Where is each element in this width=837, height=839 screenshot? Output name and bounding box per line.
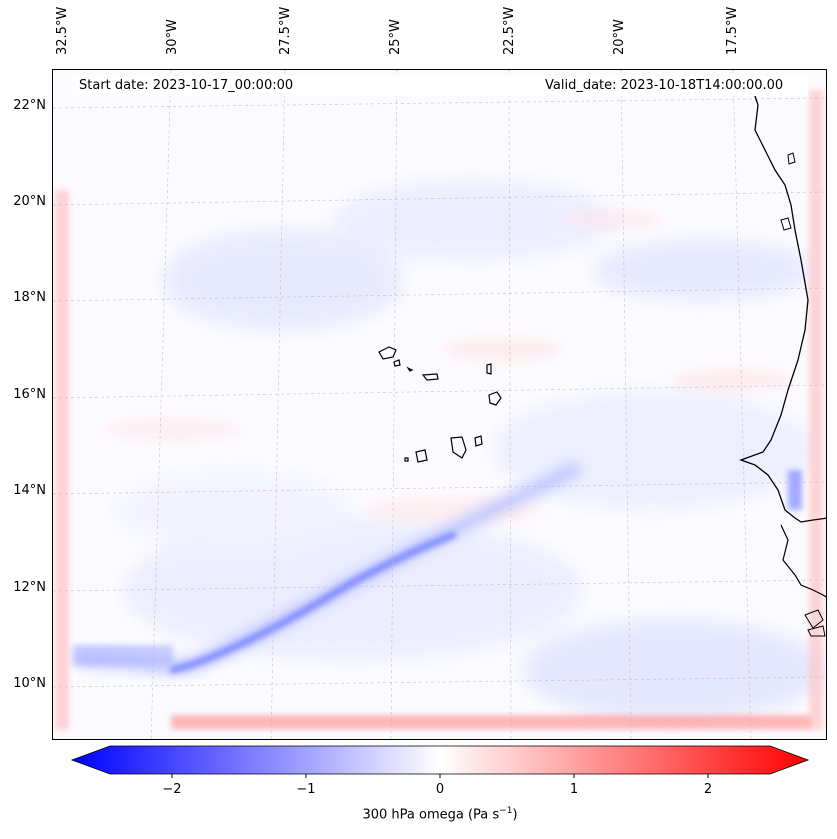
- valid-date-label: Valid_date: 2023-10-18T14:00:00.00: [545, 78, 784, 93]
- start-date-label: Start date: 2023-10-17_00:00:00: [79, 78, 294, 93]
- lat-label-12n: 12°N: [13, 580, 46, 595]
- colorbar-title-suffix: ): [512, 807, 518, 823]
- cape-verde-islands: [378, 346, 502, 463]
- lon-label-20w: 20°W: [612, 19, 627, 55]
- lon-label-30w: 30°W: [165, 19, 180, 55]
- coastline-south: [780, 524, 826, 598]
- lat-label-16n: 16°N: [13, 387, 46, 402]
- cb-tick-label-neg1: −1: [296, 782, 316, 797]
- lon-label-25w: 25°W: [388, 19, 403, 55]
- lat-label-10n: 10°N: [13, 676, 46, 691]
- cb-tick-label-neg2: −2: [162, 782, 182, 797]
- map-panel[interactable]: [52, 69, 827, 740]
- lon-label-17-5w: 17.5°W: [725, 6, 740, 55]
- lon-label-32-5w: 32.5°W: [55, 6, 70, 55]
- header-box: [72, 76, 808, 96]
- cb-tick-label-0: 0: [435, 782, 445, 797]
- blue-band-core: [169, 531, 457, 674]
- lon-label-27-5w: 27.5°W: [278, 6, 293, 55]
- colorbar-title: 300 hPa omega (Pa s−1): [0, 806, 837, 822]
- cb-tick-label-1: 1: [569, 782, 579, 797]
- colorbar-title-exp: −1: [499, 806, 513, 816]
- coastline: [739, 89, 826, 523]
- lat-label-20n: 20°N: [13, 194, 46, 209]
- lon-label-22-5w: 22.5°W: [502, 6, 517, 55]
- omega-field: [53, 70, 826, 739]
- lat-label-22n: 22°N: [13, 98, 46, 113]
- graticule: [53, 70, 826, 739]
- colorbar: [70, 745, 810, 778]
- lat-label-18n: 18°N: [13, 290, 46, 305]
- cb-tick-label-2: 2: [703, 782, 713, 797]
- lat-label-14n: 14°N: [13, 483, 46, 498]
- colorbar-title-prefix: 300 hPa omega (Pa s: [362, 807, 500, 823]
